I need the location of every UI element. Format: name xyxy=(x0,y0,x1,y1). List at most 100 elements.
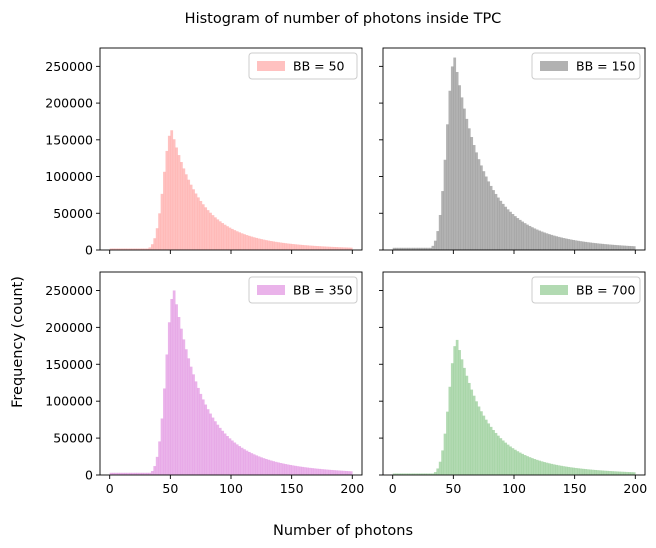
histogram-bar xyxy=(579,241,583,250)
histogram-bar xyxy=(211,215,215,250)
histogram-bar xyxy=(153,466,157,475)
histogram-bar xyxy=(260,239,263,250)
histogram-bar xyxy=(187,358,191,475)
histogram-bar xyxy=(552,235,556,250)
histogram-bar xyxy=(416,247,420,250)
histogram-bar xyxy=(303,467,307,475)
histogram-bar xyxy=(143,248,147,250)
histogram-bar xyxy=(533,228,537,250)
histogram-bar xyxy=(567,239,571,250)
histogram-bar xyxy=(349,471,353,475)
histogram-bar xyxy=(240,447,244,475)
histogram-bar xyxy=(606,470,609,475)
histogram-bar xyxy=(623,471,626,475)
histogram-bar xyxy=(262,239,266,250)
histogram-bar xyxy=(477,406,481,475)
y-tick-label: 100000 xyxy=(45,169,93,184)
histogram-bar xyxy=(257,238,261,250)
histogram-bar xyxy=(416,473,420,475)
histogram-bar xyxy=(335,470,339,475)
y-axis-label: Frequency (count) xyxy=(10,276,26,408)
histogram-bar xyxy=(480,165,483,250)
histogram-bar xyxy=(455,71,459,250)
histogram-bar xyxy=(438,214,442,250)
histogram-bar xyxy=(497,197,500,250)
histogram-bar xyxy=(233,230,237,250)
histogram-bar xyxy=(511,214,515,250)
histogram-bar xyxy=(180,328,183,475)
histogram-bar xyxy=(325,469,329,475)
histogram-bar xyxy=(419,247,423,250)
histogram-bar xyxy=(303,245,307,250)
histogram-bar xyxy=(308,245,312,250)
histogram-bar xyxy=(436,468,440,475)
histogram-bar xyxy=(598,243,602,250)
histogram-bar xyxy=(199,200,203,250)
histogram-bar xyxy=(545,233,549,250)
histogram-bar xyxy=(315,246,319,250)
histogram-bar xyxy=(160,193,164,250)
histogram-bar xyxy=(199,393,203,475)
histogram-bar xyxy=(286,243,290,250)
histogram-bar xyxy=(109,248,113,250)
histogram-bar xyxy=(342,247,346,250)
histogram-bar xyxy=(455,339,459,475)
y-tick-label: 250000 xyxy=(45,59,93,74)
histogram-bar xyxy=(146,472,149,475)
histogram-bar xyxy=(328,469,331,475)
histogram-bar xyxy=(426,473,430,475)
histogram-bar xyxy=(540,461,544,475)
legend-swatch xyxy=(257,285,285,295)
histogram-bar xyxy=(332,470,336,475)
histogram-bar xyxy=(572,239,575,250)
histogram-bar xyxy=(412,247,415,250)
legend-frame xyxy=(531,276,641,304)
y-tick-label: 0 xyxy=(85,243,93,258)
histogram-bar xyxy=(528,225,532,250)
histogram-bar xyxy=(109,472,113,475)
y-tick-label: 100000 xyxy=(45,394,93,409)
histogram-bar xyxy=(194,193,198,250)
histogram-bar xyxy=(497,435,500,475)
legend: BB = 50 xyxy=(248,52,358,80)
histogram-bar xyxy=(421,473,425,475)
histogram-bar xyxy=(632,246,636,250)
legend-frame xyxy=(248,52,358,80)
histogram-bar xyxy=(569,467,573,475)
histogram-bar xyxy=(584,241,588,250)
histogram-bar xyxy=(404,247,408,250)
histogram-bar xyxy=(306,467,309,475)
histogram-bar xyxy=(409,247,413,250)
histogram-bar xyxy=(475,152,478,250)
histogram-bar xyxy=(129,472,132,475)
histogram-bar xyxy=(197,197,200,250)
histogram-bar xyxy=(594,469,597,475)
histogram-bar xyxy=(550,234,554,250)
histogram-bar xyxy=(231,228,234,250)
histogram-bar xyxy=(443,159,447,250)
histogram-bar xyxy=(226,436,229,475)
histogram-bar xyxy=(399,473,403,475)
histogram-bar xyxy=(228,227,232,250)
histogram-bar xyxy=(509,211,512,250)
histogram-bar xyxy=(436,231,440,250)
histogram-bar xyxy=(146,248,149,250)
legend-label: BB = 150 xyxy=(576,59,635,74)
legend-label: BB = 700 xyxy=(576,283,635,298)
histogram-bar xyxy=(323,469,326,475)
histogram-bar xyxy=(131,248,135,250)
histogram-bar xyxy=(116,472,120,475)
histogram-bar xyxy=(477,159,481,250)
histogram-bar xyxy=(301,466,305,475)
histogram-bar xyxy=(148,472,152,475)
histogram-bar xyxy=(463,367,466,475)
histogram-bar xyxy=(221,223,225,250)
histogram-bar xyxy=(277,462,280,475)
histogram-bar xyxy=(325,246,329,250)
histogram-bar xyxy=(516,451,520,475)
x-tick-label: 100 xyxy=(219,481,243,496)
histogram-bar xyxy=(618,471,622,475)
histogram-bar xyxy=(264,240,268,250)
histogram-bar xyxy=(250,236,254,250)
x-tick-label: 150 xyxy=(280,481,304,496)
